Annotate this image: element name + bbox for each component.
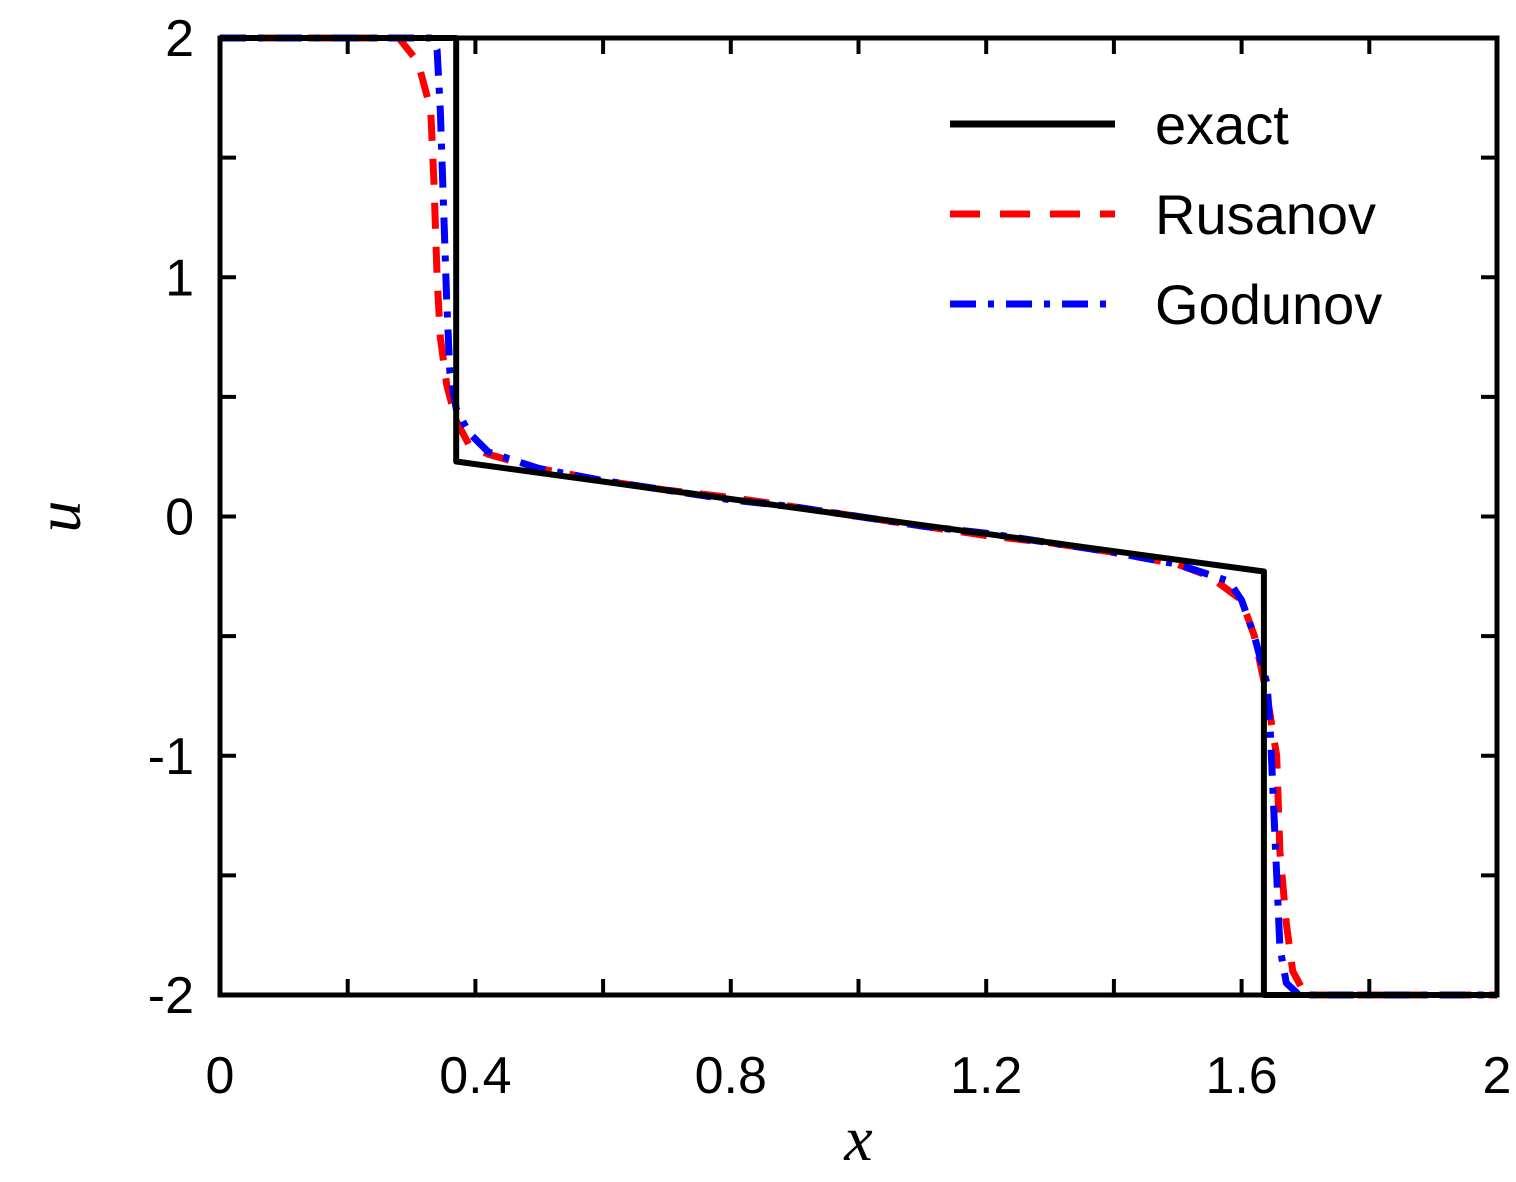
x-tick-label: 0.8 [695, 1047, 767, 1105]
x-axis-title: x [843, 1103, 872, 1174]
plot-series [220, 34, 1497, 999]
legend-label-exact: exact [1155, 93, 1289, 156]
legend-label-godunov: Godunov [1155, 273, 1382, 336]
y-tick-label: 2 [165, 10, 194, 68]
series-exact-line [220, 35, 1497, 998]
x-tick-label: 0 [206, 1047, 235, 1105]
x-tick-label: 1.6 [1205, 1047, 1277, 1105]
tick-labels: 0 0.4 0.8 1.2 1.6 2 2 1 0 -1 -2 [148, 10, 1512, 1105]
x-tick-label: 2 [1483, 1047, 1512, 1105]
y-tick-label: 1 [165, 249, 194, 307]
y-tick-label: 0 [165, 489, 194, 547]
y-tick-label: -2 [148, 967, 194, 1025]
legend-label-rusanov: Rusanov [1155, 183, 1376, 246]
plot-frame [217, 35, 1500, 998]
x-tick-label: 0.4 [439, 1047, 511, 1105]
x-tick-label: 1.2 [950, 1047, 1022, 1105]
y-axis-title: u [23, 501, 94, 533]
y-tick-label: -1 [148, 728, 194, 786]
legend: exact Rusanov Godunov [950, 93, 1382, 336]
